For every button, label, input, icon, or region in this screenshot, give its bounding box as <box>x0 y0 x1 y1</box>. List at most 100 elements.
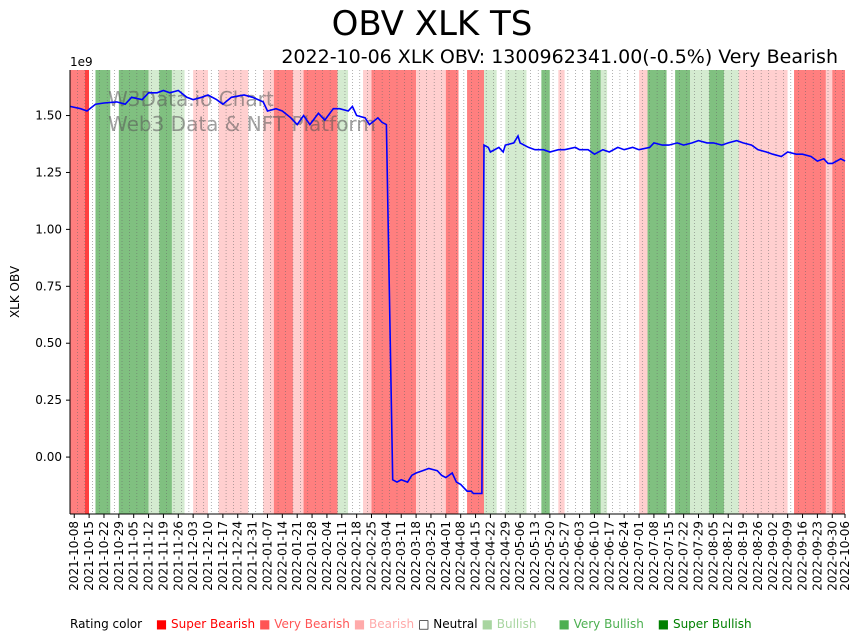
rating-band <box>273 70 293 514</box>
x-tick-label: 2021-11-19 <box>156 521 170 591</box>
x-tick-label: 2022-06-03 <box>573 521 587 591</box>
rating-legend: Rating color ■ Super Bearish ■ Very Beari… <box>70 617 758 631</box>
x-tick-label: 2022-08-05 <box>706 521 720 591</box>
x-tick-label: 2022-01-14 <box>275 521 289 591</box>
x-tick-label: 2021-10-29 <box>112 521 126 591</box>
x-tick-label: 2022-04-01 <box>439 521 453 591</box>
rating-band <box>639 70 648 514</box>
x-tick-label: 2022-09-23 <box>810 521 824 591</box>
legend-items: ■ Super Bearish ■ Very Bearish ■ Bearish □ … <box>156 617 756 631</box>
rating-band <box>666 70 676 514</box>
rating-band <box>95 70 111 514</box>
x-tick-label: 2022-05-13 <box>528 521 542 591</box>
y-tick-label: 0.00 <box>35 450 62 464</box>
legend-item: ■ Bearish <box>353 617 415 631</box>
legend-item: ■ Super Bullish <box>657 617 752 631</box>
x-tick-label: 2022-02-04 <box>320 521 334 591</box>
y-tick-label: 0.75 <box>35 279 62 293</box>
x-tick-label: 2022-03-04 <box>379 521 393 591</box>
x-tick-label: 2022-07-01 <box>632 521 646 591</box>
x-tick-label: 2021-12-24 <box>231 521 245 591</box>
x-tick-label: 2022-09-16 <box>796 521 810 591</box>
x-tick-label: 2022-07-29 <box>691 521 705 591</box>
x-tick-label: 2022-07-08 <box>647 521 661 591</box>
x-tick-label: 2022-03-11 <box>394 521 408 591</box>
x-tick-label: 2021-12-03 <box>186 521 200 591</box>
x-tick-label: 2021-10-22 <box>97 521 111 591</box>
x-tick-label: 2022-04-08 <box>454 521 468 591</box>
x-tick-label: 2021-12-31 <box>246 521 260 591</box>
rating-band <box>675 70 690 514</box>
y-tick-label: 1.50 <box>35 109 62 123</box>
rating-band <box>794 70 826 514</box>
x-tick-label: 2022-07-22 <box>677 521 691 591</box>
rating-band <box>558 70 565 514</box>
x-tick-label: 2022-08-19 <box>736 521 750 591</box>
legend-item: ■ Very Bearish <box>259 617 350 631</box>
x-tick-label: 2022-09-09 <box>781 521 795 591</box>
rating-band <box>148 70 160 514</box>
x-tick-label: 2022-04-29 <box>498 521 512 591</box>
rating-band <box>600 70 608 514</box>
rating-band <box>303 70 338 514</box>
rating-band <box>590 70 601 514</box>
chart-title: OBV XLK TS <box>331 4 533 44</box>
rating-band <box>263 70 274 514</box>
rating-band <box>825 70 833 514</box>
rating-band <box>371 70 417 514</box>
rating-band <box>526 70 542 514</box>
rating-band <box>458 70 468 514</box>
x-tick-label: 2022-02-25 <box>365 521 379 591</box>
x-tick-label: 2022-09-02 <box>766 521 780 591</box>
x-tick-label: 2022-04-22 <box>483 521 497 591</box>
x-tick-label: 2022-01-28 <box>305 521 319 591</box>
x-tick-label: 2021-10-15 <box>82 521 96 591</box>
x-tick-label: 2021-10-08 <box>67 521 81 591</box>
rating-band <box>607 70 640 514</box>
legend-item: ■ Very Bullish <box>558 617 644 631</box>
y-tick-label: 1.00 <box>35 222 62 236</box>
rating-band <box>690 70 710 514</box>
x-tick-label: 2022-06-17 <box>602 521 616 591</box>
x-tick-label: 2022-02-18 <box>350 521 364 591</box>
rating-band <box>84 70 90 514</box>
x-tick-label: 2022-05-06 <box>513 521 527 591</box>
x-tick-label: 2022-06-24 <box>617 521 631 591</box>
x-tick-label: 2022-08-26 <box>751 521 765 591</box>
legend-item: □ Neutral <box>418 617 478 631</box>
x-tick-label: 2022-05-27 <box>558 521 572 591</box>
y-axis-label: XLK OBV <box>8 265 22 318</box>
y-tick-label: 0.25 <box>35 393 62 407</box>
legend-item: ■ Super Bearish <box>155 617 256 631</box>
x-tick-label: 2022-06-10 <box>587 521 601 591</box>
rating-band <box>337 70 349 514</box>
y-tick-label: 1.25 <box>35 165 62 179</box>
x-tick-label: 2022-01-07 <box>260 521 274 591</box>
x-tick-label: 2021-11-12 <box>142 521 156 591</box>
rating-band <box>292 70 304 514</box>
x-tick-label: 2022-03-18 <box>409 521 423 591</box>
x-tick-label: 2021-12-17 <box>216 521 230 591</box>
obv-line <box>69 89 846 495</box>
x-tick-label: 2021-12-10 <box>201 521 215 591</box>
chart-subtitle: 2022-10-06 XLK OBV: 1300962341.00(-0.5%)… <box>281 46 838 68</box>
rating-band <box>549 70 559 514</box>
x-tick-label: 2022-05-20 <box>543 521 557 591</box>
rating-band <box>159 70 172 514</box>
rating-band <box>416 70 446 514</box>
x-tick-label: 2022-09-30 <box>825 521 839 591</box>
legend-item: ■ Bullish <box>481 617 537 631</box>
y-multiplier: 1e9 <box>70 55 93 69</box>
x-tick-label: 2022-08-12 <box>721 521 735 591</box>
rating-band <box>208 70 219 514</box>
y-tick-label: 0.50 <box>35 336 62 350</box>
x-tick-label: 2021-11-05 <box>127 521 141 591</box>
legend-label: Rating color <box>70 617 143 631</box>
rating-band <box>348 70 364 514</box>
x-tick-label: 2021-11-26 <box>171 521 185 591</box>
rating-band <box>564 70 591 514</box>
x-tick-label: 2022-10-06 <box>838 521 852 591</box>
x-tick-label: 2022-03-25 <box>424 521 438 591</box>
x-tick-label: 2022-01-21 <box>290 521 304 591</box>
